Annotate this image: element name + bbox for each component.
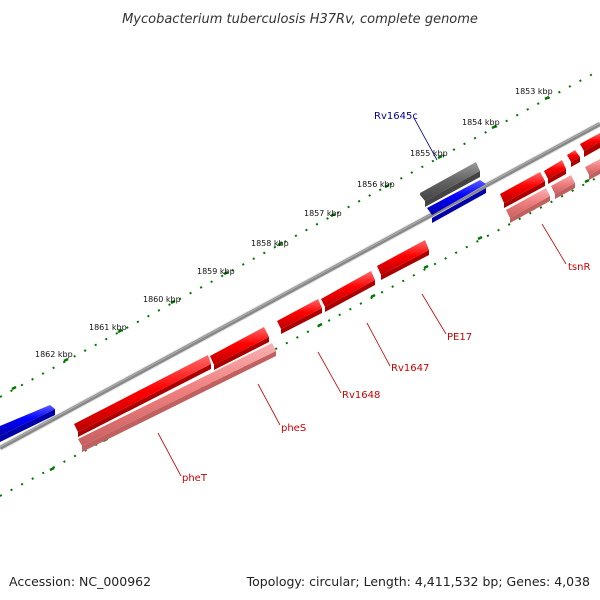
gene-label-rv1648[interactable]: Rv1648 xyxy=(342,390,380,401)
gene-label-rv1647[interactable]: Rv1647 xyxy=(391,363,429,374)
gene-label-tsnr[interactable]: tsnR xyxy=(568,262,590,273)
gene-labels: Rv1645c tsnR PE17 Rv1647 Rv1648 pheS phe… xyxy=(182,111,590,484)
phet-cds xyxy=(74,355,211,437)
phes-cds xyxy=(210,327,269,370)
gene-label-phes[interactable]: pheS xyxy=(281,423,306,434)
tick-label: 1860 kbp xyxy=(143,295,181,304)
left-blue-cds xyxy=(0,405,55,442)
gene-label-pe17[interactable]: PE17 xyxy=(447,332,472,343)
tick-label: 1854 kbp xyxy=(462,118,500,127)
right-cds-c xyxy=(580,133,600,157)
outer-tick-ring xyxy=(0,69,600,398)
label-leaders xyxy=(157,117,567,477)
tick-label: 1862 kbp xyxy=(35,350,73,359)
pe17-cds xyxy=(377,240,429,280)
right-gene-a xyxy=(551,175,575,199)
right-cds-b xyxy=(567,150,580,167)
rv1648-cds xyxy=(277,299,322,334)
rv1645c-gene xyxy=(420,162,480,207)
gene-label-rv1645c[interactable]: Rv1645c xyxy=(374,111,418,122)
right-gene-b xyxy=(585,159,600,180)
tick-label: 1853 kbp xyxy=(515,87,553,96)
phet-phes-gene xyxy=(78,343,276,452)
tick-label: 1858 kbp xyxy=(251,239,289,248)
tick-label: 1856 kbp xyxy=(357,180,395,189)
rv1645c-cds xyxy=(427,180,486,223)
accession-text: Accession: NC_000962 xyxy=(9,574,151,589)
tick-labels: 1853 kbp 1854 kbp 1855 kbp 1856 kbp 1857… xyxy=(35,87,553,359)
tsnr-gene xyxy=(506,188,550,223)
tick-label: 1861 kbp xyxy=(89,323,127,332)
tsnr-cds xyxy=(500,172,545,208)
forward-cds-features xyxy=(74,133,600,437)
tick-label: 1857 kbp xyxy=(304,209,342,218)
rv1647-cds xyxy=(321,271,375,312)
genome-summary-text: Topology: circular; Length: 4,411,532 bp… xyxy=(246,574,590,589)
reverse-strand-features xyxy=(0,162,486,442)
gene-label-phet[interactable]: pheT xyxy=(182,473,208,484)
tick-label: 1859 kbp xyxy=(197,267,235,276)
forward-gene-features xyxy=(78,159,600,452)
right-cds-a xyxy=(544,160,566,184)
map-title: Mycobacterium tuberculosis H37Rv, comple… xyxy=(122,12,478,27)
tick-label: 1855 kbp xyxy=(410,149,448,158)
genome-backbone xyxy=(0,121,600,451)
